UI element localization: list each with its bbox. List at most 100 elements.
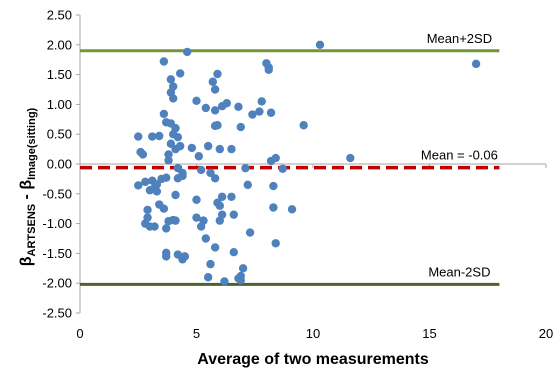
- data-point: [199, 216, 208, 225]
- data-point: [182, 47, 192, 57]
- y-axis-title-sub-left: ARTSENS: [26, 204, 38, 257]
- data-point: [178, 171, 187, 181]
- data-point: [201, 103, 211, 113]
- data-point: [236, 276, 245, 285]
- data-point: [134, 132, 143, 141]
- data-point: [210, 174, 220, 183]
- data-point: [215, 201, 224, 210]
- data-point: [248, 110, 257, 119]
- data-point: [220, 277, 229, 286]
- y-tick-label: 0.50: [47, 127, 72, 142]
- x-axis-title: Average of two measurements: [197, 351, 429, 368]
- data-point: [162, 173, 171, 182]
- data-point: [278, 164, 287, 173]
- data-point: [213, 69, 222, 79]
- data-point: [192, 195, 201, 204]
- y-tick-label: -2.50: [42, 306, 72, 321]
- data-point: [143, 205, 152, 215]
- data-point: [269, 181, 278, 191]
- reference-lines: [80, 49, 500, 286]
- data-point: [194, 152, 204, 161]
- data-point: [234, 102, 243, 111]
- data-point: [238, 264, 248, 273]
- y-axis-ticks: 2.50 2.00 1.50 1.00 0.50 0.00 -0.50 -1.00 -1.50 -…: [42, 8, 80, 321]
- x-tick-label: 10: [306, 326, 320, 341]
- data-point: [203, 141, 213, 151]
- upper-limit-label: Mean+2SD: [427, 31, 492, 46]
- y-tick-label: -0.50: [42, 186, 72, 201]
- data-point: [155, 131, 164, 141]
- y-tick-label: 1.50: [47, 67, 72, 82]
- data-point: [271, 153, 280, 163]
- y-axis-title-base-right: β: [18, 180, 35, 190]
- data-point: [203, 273, 213, 282]
- data-point: [152, 187, 162, 196]
- data-points: [134, 40, 481, 286]
- data-point: [206, 259, 215, 269]
- x-tick-label: 0: [76, 326, 83, 341]
- data-point: [134, 181, 143, 190]
- y-tick-label: 2.00: [47, 37, 72, 52]
- reference-line-labels: Mean+2SD Mean = -0.06 Mean-2SD: [421, 31, 498, 280]
- data-point: [169, 82, 178, 91]
- data-point: [141, 177, 150, 187]
- data-point: [162, 224, 171, 233]
- data-point: [169, 94, 178, 103]
- y-axis-title-sub-right: Image(sitting): [26, 107, 38, 179]
- data-point: [178, 255, 187, 264]
- data-point: [315, 40, 325, 49]
- x-tick-label: 5: [193, 326, 200, 341]
- data-point: [346, 153, 355, 163]
- data-point: [271, 239, 280, 248]
- data-point: [217, 210, 227, 219]
- y-tick-label: -1.50: [42, 246, 72, 261]
- data-point: [150, 222, 159, 231]
- data-point: [159, 204, 169, 213]
- data-point: [243, 180, 252, 190]
- lower-limit-label: Mean-2SD: [428, 264, 490, 279]
- data-point: [222, 99, 231, 108]
- data-point: [264, 65, 273, 75]
- data-point: [269, 203, 278, 212]
- data-point: [208, 77, 218, 86]
- data-point: [175, 69, 185, 78]
- x-tick-label: 15: [422, 326, 436, 341]
- data-point: [171, 216, 180, 225]
- data-point: [164, 156, 173, 165]
- data-point: [227, 144, 236, 154]
- data-point: [255, 107, 264, 116]
- data-point: [236, 122, 245, 132]
- data-point: [164, 150, 173, 159]
- data-point: [299, 121, 308, 130]
- data-point: [245, 228, 255, 237]
- data-point: [171, 190, 180, 200]
- y-tick-label: 2.50: [47, 8, 72, 23]
- mean-label: Mean = -0.06: [421, 148, 498, 163]
- data-point: [210, 106, 220, 115]
- data-point: [241, 163, 250, 173]
- data-point: [187, 143, 197, 153]
- data-point: [192, 96, 201, 106]
- data-point: [201, 234, 211, 243]
- data-point: [287, 205, 297, 214]
- data-point: [227, 192, 236, 201]
- data-point: [196, 165, 206, 175]
- data-point: [229, 210, 238, 219]
- y-tick-label: 0.00: [47, 157, 72, 172]
- data-point: [138, 150, 148, 159]
- data-point: [471, 59, 481, 69]
- data-point: [162, 252, 171, 261]
- data-point: [213, 121, 222, 130]
- data-point: [159, 57, 169, 66]
- data-point: [229, 248, 238, 257]
- data-point: [166, 75, 176, 84]
- y-axis-title: βARTSENS - βImage(sitting): [18, 107, 38, 266]
- y-tick-label: -2.00: [42, 276, 72, 291]
- data-point: [217, 192, 227, 201]
- data-point: [175, 141, 185, 151]
- x-tick-label: 20: [539, 326, 553, 341]
- data-point: [215, 144, 224, 154]
- data-point: [173, 132, 183, 142]
- y-tick-label: -1.00: [42, 216, 72, 231]
